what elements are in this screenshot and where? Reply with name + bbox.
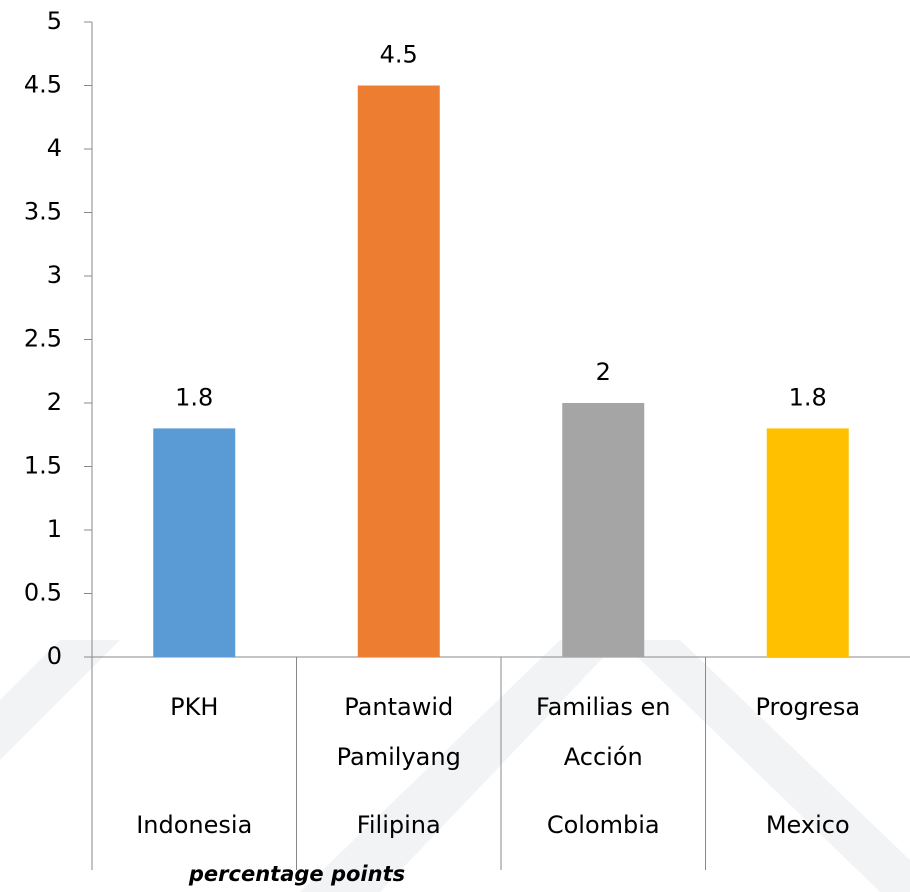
country-label: Filipina [356, 811, 441, 839]
y-tick-label: 4.5 [24, 71, 62, 99]
category-label: Progresa [755, 693, 861, 721]
y-tick-label: 3.5 [24, 198, 62, 226]
y-tick-label: 1 [47, 515, 62, 543]
y-tick-label: 5 [47, 7, 62, 35]
y-tick-label: 2.5 [24, 325, 62, 353]
data-label: 1.8 [175, 383, 213, 411]
bar [357, 85, 440, 657]
category-label: Pantawid Pamilyang [336, 693, 461, 771]
y-tick-label: 4 [47, 134, 62, 162]
y-tick-label: 0 [47, 642, 62, 670]
data-label: 1.8 [789, 383, 827, 411]
bar [562, 403, 645, 657]
note: percentage points [188, 862, 406, 886]
country-label: Mexico [765, 811, 850, 839]
y-tick-label: 2 [47, 388, 62, 416]
country-label: Colombia [546, 811, 660, 839]
data-label: 2 [596, 358, 611, 386]
category-label: Familias en Acción [535, 693, 671, 771]
bar [153, 428, 236, 657]
bar [766, 428, 849, 657]
country-label: Indonesia [136, 811, 253, 839]
y-tick-label: 1.5 [24, 452, 62, 480]
category-label: PKH [170, 693, 219, 721]
background-decoration [0, 640, 910, 892]
y-tick-label: 0.5 [24, 579, 62, 607]
data-label: 4.5 [380, 41, 418, 69]
y-tick-label: 3 [47, 261, 62, 289]
